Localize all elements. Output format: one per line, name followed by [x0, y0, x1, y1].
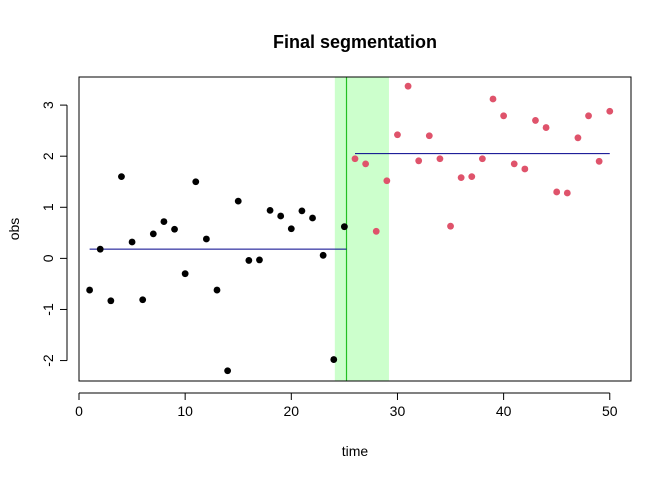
data-point	[394, 131, 401, 139]
y-tick-label: -2	[40, 354, 56, 367]
data-point	[213, 286, 221, 294]
data-point	[118, 173, 125, 181]
data-point	[489, 95, 497, 103]
y-tick-label: 0	[40, 254, 56, 262]
data-point	[86, 286, 94, 294]
y-tick-label: 3	[40, 101, 56, 109]
data-point	[436, 155, 444, 163]
data-point	[500, 112, 508, 120]
plot-area: 0 10 20 30 40 50 -2 -1 0 1 2 3	[40, 76, 632, 419]
data-point	[287, 225, 295, 233]
data-point	[447, 222, 454, 230]
plot-border	[78, 76, 632, 382]
data-point	[234, 197, 242, 205]
data-point	[171, 225, 178, 233]
x-tick-label: 30	[390, 403, 406, 419]
data-point	[202, 235, 210, 243]
data-point	[510, 160, 518, 168]
data-point	[404, 82, 412, 90]
data-point	[553, 188, 561, 196]
data-point	[372, 227, 380, 235]
data-point	[574, 134, 582, 142]
data-point	[457, 174, 465, 182]
x-tick-label: 40	[496, 403, 512, 419]
y-axis-label: obs	[6, 218, 22, 241]
data-point	[96, 245, 104, 253]
data-point	[149, 230, 157, 238]
data-point	[298, 207, 306, 215]
data-point	[128, 238, 136, 246]
data-point	[595, 157, 603, 165]
x-tick-label: 10	[177, 403, 193, 419]
data-point	[277, 212, 285, 220]
data-point	[563, 189, 571, 197]
data-point	[256, 256, 263, 264]
data-point	[425, 132, 433, 140]
data-point	[478, 155, 486, 163]
x-tick-label: 20	[284, 403, 300, 419]
data-point	[585, 112, 592, 120]
data-point	[340, 223, 348, 231]
y-tick-label: -1	[40, 303, 56, 316]
data-point	[532, 117, 539, 124]
data-point	[192, 178, 200, 186]
data-point	[160, 218, 168, 225]
data-point	[224, 367, 232, 375]
data-point	[415, 157, 423, 165]
x-axis-label: time	[342, 443, 369, 459]
data-point	[309, 214, 316, 222]
data-point	[606, 107, 614, 115]
data-point	[139, 296, 147, 304]
data-point	[245, 257, 253, 264]
data-point	[362, 160, 370, 168]
x-tick-label: 0	[75, 403, 83, 419]
data-point	[181, 270, 189, 278]
y-tick-label: 1	[40, 203, 56, 211]
data-point	[266, 206, 274, 214]
data-point	[521, 165, 529, 173]
data-point	[542, 124, 550, 131]
data-point	[351, 155, 359, 163]
data-point	[107, 297, 115, 305]
chart-title: Final segmentation	[273, 32, 437, 52]
data-point	[383, 177, 391, 185]
data-point	[319, 251, 327, 259]
data-point	[330, 356, 338, 363]
data-point	[468, 173, 476, 181]
y-tick-label: 2	[40, 152, 56, 160]
x-tick-label: 50	[602, 403, 618, 419]
